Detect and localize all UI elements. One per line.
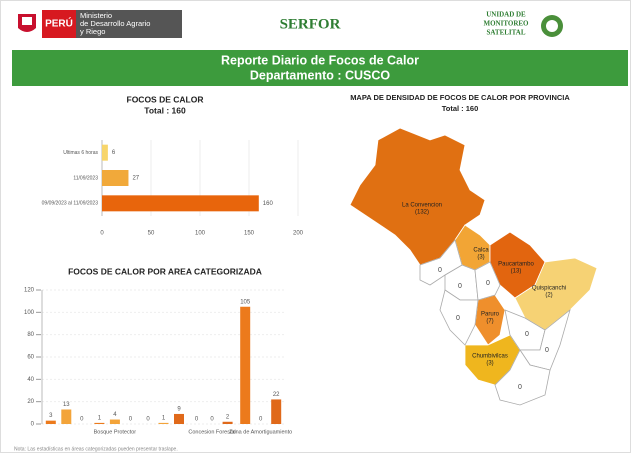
ministry-line: y Riego xyxy=(80,27,105,36)
x-tick-label: 150 xyxy=(244,231,255,237)
value-label: 1 xyxy=(98,415,102,421)
chart-title: FOCOS DE CALOR POR AREA CATEGORIZADA xyxy=(68,266,262,276)
province-value: (3) xyxy=(477,255,484,261)
unit-line: SATELITAL xyxy=(486,29,525,37)
bar xyxy=(102,170,129,186)
x-tick-label: 100 xyxy=(195,231,206,237)
country-box xyxy=(42,10,76,38)
unit-line: UNIDAD DE xyxy=(486,11,526,19)
shield-center xyxy=(22,17,32,25)
unit-line: MONITOREO xyxy=(484,20,530,28)
ministry-logo: PERÚ Ministerio de Desarrollo Agrario y … xyxy=(18,10,182,38)
province-value: 0 xyxy=(456,315,460,322)
ministry-box xyxy=(76,10,182,38)
x-tick-label: 0 xyxy=(100,231,104,237)
y-tick-label: 120 xyxy=(24,288,35,294)
agency: SERFOR xyxy=(280,16,341,32)
value-label: 9 xyxy=(177,407,181,413)
chart-subtitle: Total : 160 xyxy=(144,105,186,115)
chart-title: FOCOS DE CALOR xyxy=(127,94,204,104)
x-tick-label: 50 xyxy=(148,231,155,237)
province-value: 0 xyxy=(486,280,490,287)
value-label: 160 xyxy=(263,201,274,207)
chart-subtitle: Total : 160 xyxy=(442,104,479,113)
x-tick-label: 200 xyxy=(293,231,304,237)
bar xyxy=(94,422,105,424)
province-value: 0 xyxy=(525,331,529,338)
province xyxy=(494,349,551,406)
bar xyxy=(45,420,56,424)
value-label: 0 xyxy=(129,417,133,423)
value-label: 1 xyxy=(162,415,166,421)
province xyxy=(419,239,463,286)
y-tick-label: Ultimas 6 horas xyxy=(63,150,98,156)
value-label: 4 xyxy=(113,412,117,418)
province-name: Calca xyxy=(473,248,489,254)
province-name: Paucartambo xyxy=(498,262,534,268)
province-name: Paruro xyxy=(481,312,500,318)
bar xyxy=(174,413,184,424)
value-label: 2 xyxy=(226,414,230,420)
y-tick-label: 100 xyxy=(24,310,35,316)
bar xyxy=(102,195,259,212)
province-value: (132) xyxy=(415,210,429,216)
banner-subtitle: Departamento : CUSCO xyxy=(250,68,391,82)
province-name: La Convencion xyxy=(402,203,442,209)
province-value: 0 xyxy=(545,347,549,354)
value-label: 0 xyxy=(210,417,214,423)
province-value: (13) xyxy=(511,269,522,275)
province-value: (7) xyxy=(486,319,493,325)
y-tick-label: 40 xyxy=(27,377,34,383)
footnote: Nota: Las estadísticas en áreas categori… xyxy=(14,446,178,452)
province-name: Quispicanchi xyxy=(532,286,566,292)
y-tick-label: 60 xyxy=(27,355,34,361)
value-label: 22 xyxy=(273,392,280,398)
y-tick-label: 80 xyxy=(27,332,34,338)
province xyxy=(474,261,501,301)
x-tick-label: Concesion Forestal xyxy=(188,429,235,435)
bar xyxy=(102,144,108,161)
unit-emblem-center xyxy=(546,20,558,32)
province-value: 0 xyxy=(518,384,522,391)
chart-title: MAPA DE DENSIDAD DE FOCOS DE CALOR POR P… xyxy=(350,93,570,102)
ministry-line: de Desarrollo Agrario xyxy=(80,19,150,28)
value-label: 13 xyxy=(63,402,70,408)
y-tick-label: 0 xyxy=(31,422,35,428)
bar xyxy=(158,422,169,424)
province xyxy=(439,289,479,346)
value-label: 0 xyxy=(195,417,199,423)
value-label: 105 xyxy=(240,299,251,305)
ministry-line: Ministerio xyxy=(80,11,112,20)
country: PERÚ xyxy=(45,17,73,30)
y-tick-label: 11/09/2023 xyxy=(73,175,98,181)
x-tick-label: Zona de Amortiguamiento xyxy=(229,429,292,435)
y-tick-label: 09/09/2023 al 11/09/2023 xyxy=(42,201,99,207)
value-label: 27 xyxy=(132,176,139,182)
value-label: 0 xyxy=(80,417,84,423)
province-value: 0 xyxy=(438,267,442,274)
bar xyxy=(222,421,233,424)
province-value: (3) xyxy=(486,361,493,367)
province-name: Chumbivilcas xyxy=(472,354,508,360)
y-tick-label: 20 xyxy=(27,399,34,405)
bar xyxy=(240,306,251,424)
value-label: 0 xyxy=(259,417,263,423)
province-value: 0 xyxy=(458,283,462,290)
banner-title: Reporte Diario de Focos de Calor xyxy=(221,53,419,67)
bar xyxy=(61,409,72,424)
value-label: 0 xyxy=(146,417,150,423)
province-value: (2) xyxy=(545,293,552,299)
x-tick-label: Bosque Protector xyxy=(94,429,137,435)
unit-logo: UNIDAD DE MONITOREO SATELITAL xyxy=(484,11,563,37)
banner xyxy=(12,50,628,86)
value-label: 3 xyxy=(49,413,53,419)
value-label: 6 xyxy=(112,150,116,156)
bar xyxy=(109,419,120,424)
bar xyxy=(271,399,282,424)
